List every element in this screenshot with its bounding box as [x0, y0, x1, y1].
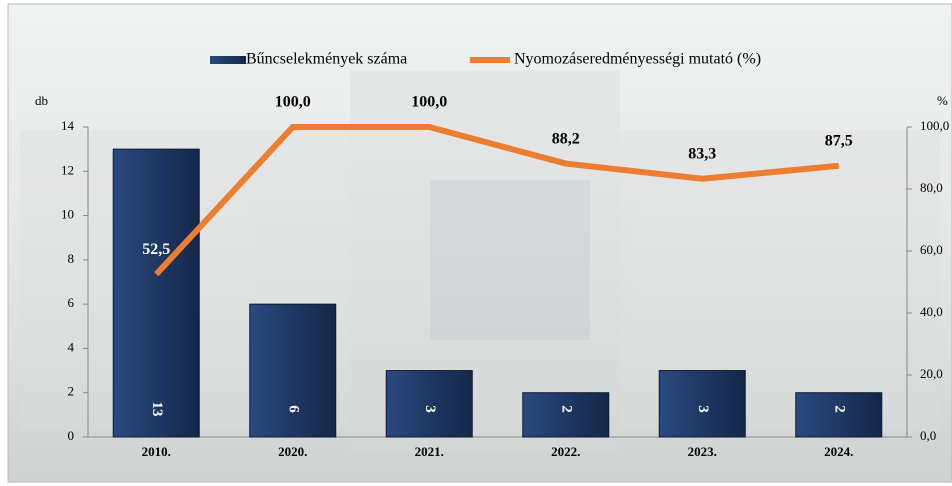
line-value-label: 52,5 [142, 241, 170, 258]
line-value-label: 100,0 [411, 94, 447, 111]
bar [385, 370, 473, 438]
bar [249, 303, 337, 438]
y2-tick-label: 20,0 [920, 366, 943, 381]
bar-value-label: 2 [558, 405, 574, 413]
y2-tick-label: 80,0 [920, 180, 943, 195]
bar [795, 392, 883, 438]
legend-swatch [210, 56, 246, 64]
y-axis-title: db [35, 93, 48, 108]
y-tick-label: 0 [68, 428, 75, 443]
y2-tick-label: 0,0 [920, 428, 936, 443]
x-tick-label: 2020. [278, 444, 307, 459]
bar [522, 392, 610, 438]
line-value-label: 87,5 [825, 132, 853, 149]
y-tick-label: 6 [68, 295, 75, 310]
x-tick-label: 2024. [824, 444, 853, 459]
y-tick-label: 2 [68, 384, 75, 399]
y2-tick-label: 100,0 [920, 118, 949, 133]
x-tick-label: 2010. [142, 444, 171, 459]
y2-axis-title: % [937, 93, 948, 108]
x-tick-label: 2023. [688, 444, 717, 459]
y-tick-label: 4 [68, 339, 75, 354]
bar-value-label: 3 [422, 405, 438, 413]
line-value-label: 83,3 [688, 145, 716, 162]
y-tick-label: 10 [61, 207, 74, 222]
x-tick-label: 2022. [551, 444, 580, 459]
y-tick-label: 12 [61, 162, 74, 177]
bar-value-label: 2 [831, 405, 847, 413]
legend-label: Bűncselekmények száma [246, 51, 407, 68]
bar [112, 148, 200, 438]
building [20, 70, 940, 450]
line [154, 124, 840, 277]
bar [658, 370, 746, 438]
line-value-label: 88,2 [552, 130, 580, 147]
line-value-label: 100,0 [275, 94, 311, 111]
y-tick-label: 8 [68, 251, 75, 266]
bar-value-label: 3 [695, 405, 711, 413]
bar-value-label: 6 [285, 405, 301, 413]
x-tick-label: 2021. [415, 444, 444, 459]
y2-tick-label: 60,0 [920, 242, 943, 257]
bar-value-label: 13 [149, 402, 165, 417]
legend-label: Nyomozáseredményességi mutató (%) [514, 51, 761, 68]
y-tick-label: 14 [61, 118, 75, 133]
y2-tick-label: 40,0 [920, 304, 943, 319]
